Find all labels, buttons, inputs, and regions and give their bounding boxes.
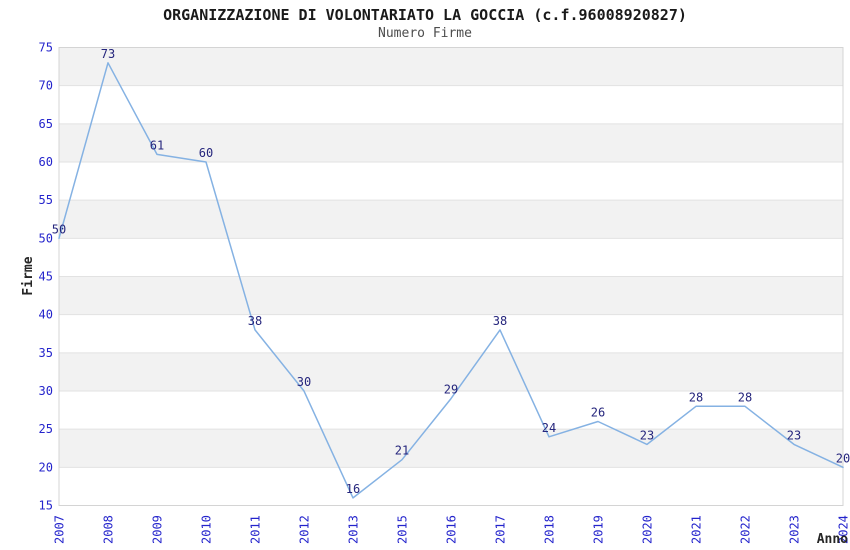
- x-tick-label: 2022: [739, 515, 753, 544]
- data-label: 73: [101, 47, 115, 61]
- x-tick-label: 2021: [690, 515, 704, 544]
- y-axis-title: Firme: [21, 256, 36, 295]
- y-tick-label: 35: [39, 346, 53, 360]
- x-tick-label: 2019: [592, 515, 606, 544]
- plot-band: [59, 123, 843, 162]
- plot-band: [59, 429, 843, 468]
- y-tick-label: 25: [39, 422, 53, 436]
- data-label: 23: [787, 428, 801, 442]
- data-label: 29: [444, 383, 458, 397]
- plot-border: [58, 47, 844, 506]
- x-tick-label: 2020: [641, 515, 655, 544]
- y-tick-label: 60: [39, 155, 53, 169]
- x-tick-label: 2023: [788, 515, 802, 544]
- x-tick-label: 2024: [837, 515, 850, 544]
- x-tick-label: 2017: [494, 515, 508, 544]
- y-tick-label: 15: [39, 499, 53, 513]
- data-label: 38: [493, 314, 507, 328]
- data-label: 28: [738, 390, 752, 404]
- plot-band: [59, 276, 843, 315]
- data-label: 61: [150, 138, 164, 152]
- x-tick-label: 2007: [53, 515, 67, 544]
- y-tick-label: 75: [39, 41, 53, 55]
- x-axis-title: Anno: [817, 532, 848, 547]
- data-label: 60: [199, 146, 213, 160]
- x-tick-label: 2016: [445, 515, 459, 544]
- y-tick-label: 65: [39, 117, 53, 131]
- x-tick-label: 2015: [396, 515, 410, 544]
- y-tick-label: 30: [39, 384, 53, 398]
- data-label: 26: [591, 406, 605, 420]
- y-tick-label: 55: [39, 193, 53, 207]
- y-tick-label: 20: [39, 460, 53, 474]
- y-tick-label: 45: [39, 270, 53, 284]
- data-label: 38: [248, 314, 262, 328]
- data-label: 50: [52, 222, 66, 236]
- plot-band: [59, 47, 843, 86]
- data-label: 28: [689, 390, 703, 404]
- x-tick-label: 2010: [200, 515, 214, 544]
- data-label: 21: [395, 444, 409, 458]
- x-tick-label: 2012: [298, 515, 312, 544]
- y-tick-label: 50: [39, 231, 53, 245]
- plot-band: [59, 352, 843, 391]
- chart-subtitle: Numero Firme: [378, 26, 472, 41]
- plot-band: [59, 200, 843, 239]
- data-label: 23: [640, 428, 654, 442]
- data-label: 16: [346, 482, 360, 496]
- x-tick-label: 2008: [102, 515, 116, 544]
- x-tick-label: 2013: [347, 515, 361, 544]
- x-tick-label: 2018: [543, 515, 557, 544]
- data-label: 24: [542, 421, 556, 435]
- y-tick-label: 70: [39, 79, 53, 93]
- data-label: 20: [836, 451, 850, 465]
- y-tick-label: 40: [39, 308, 53, 322]
- x-tick-label: 2011: [249, 515, 263, 544]
- chart-title: ORGANIZZAZIONE DI VOLONTARIATO LA GOCCIA…: [163, 6, 687, 24]
- x-tick-label: 2009: [151, 515, 165, 544]
- data-label: 30: [297, 375, 311, 389]
- series-line: [58, 62, 844, 499]
